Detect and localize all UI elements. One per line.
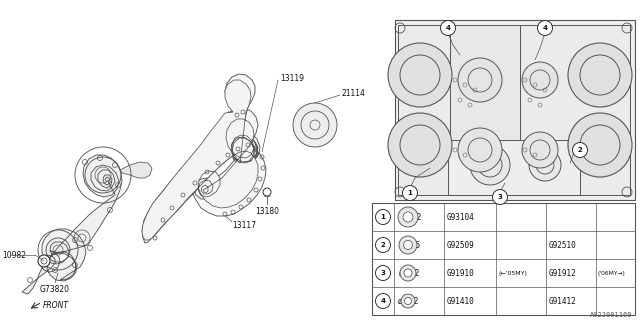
Text: G92509: G92509 (447, 241, 475, 250)
Polygon shape (398, 25, 450, 195)
Text: 13119: 13119 (280, 74, 304, 83)
Text: 13180: 13180 (255, 207, 279, 217)
Text: FRONT: FRONT (43, 300, 69, 309)
Circle shape (376, 210, 390, 225)
Circle shape (376, 266, 390, 281)
Text: ø25: ø25 (407, 241, 421, 250)
Circle shape (568, 113, 632, 177)
Circle shape (403, 241, 413, 250)
Circle shape (568, 43, 632, 107)
Circle shape (522, 62, 558, 98)
Circle shape (388, 43, 452, 107)
Text: 2: 2 (578, 147, 582, 153)
Circle shape (401, 294, 415, 308)
Circle shape (458, 128, 502, 172)
Text: ø14.2: ø14.2 (397, 297, 419, 306)
Text: ('06MY→): ('06MY→) (598, 270, 626, 276)
Circle shape (388, 113, 452, 177)
Polygon shape (520, 25, 630, 195)
Text: 21114: 21114 (341, 89, 365, 98)
Circle shape (404, 269, 412, 277)
Circle shape (538, 20, 552, 36)
Text: G91410: G91410 (447, 297, 475, 306)
Text: G91912: G91912 (549, 268, 577, 277)
Circle shape (403, 212, 413, 222)
Polygon shape (395, 20, 635, 200)
Text: 10982: 10982 (2, 251, 26, 260)
Circle shape (376, 293, 390, 308)
Text: G73820: G73820 (40, 285, 70, 294)
Text: ø31.2: ø31.2 (401, 212, 422, 221)
Polygon shape (450, 25, 520, 195)
Text: G93104: G93104 (447, 212, 475, 221)
Polygon shape (142, 74, 266, 243)
Text: 13117: 13117 (232, 220, 256, 229)
Circle shape (38, 255, 50, 267)
Circle shape (522, 132, 558, 168)
Text: 4: 4 (445, 25, 451, 31)
Circle shape (493, 189, 508, 204)
Circle shape (293, 103, 337, 147)
Circle shape (403, 186, 417, 201)
Bar (372, 203, 635, 315)
Text: ø19.2: ø19.2 (399, 268, 420, 277)
Text: 2: 2 (381, 242, 385, 248)
Circle shape (458, 58, 502, 102)
Circle shape (529, 149, 561, 181)
Text: 4: 4 (543, 25, 547, 31)
Polygon shape (142, 80, 258, 240)
Polygon shape (448, 140, 580, 195)
Text: 3: 3 (381, 270, 385, 276)
Circle shape (376, 237, 390, 252)
Polygon shape (22, 155, 122, 294)
Text: A022001169: A022001169 (589, 312, 632, 318)
Circle shape (404, 298, 412, 305)
Text: 1: 1 (408, 190, 412, 196)
Text: G92510: G92510 (549, 241, 577, 250)
Circle shape (400, 265, 416, 281)
Polygon shape (120, 162, 152, 178)
Circle shape (399, 236, 417, 254)
Circle shape (573, 142, 588, 157)
Text: G91910: G91910 (447, 268, 475, 277)
Text: G91412: G91412 (549, 297, 577, 306)
Circle shape (470, 145, 510, 185)
Text: 3: 3 (497, 194, 502, 200)
Text: 4: 4 (381, 298, 385, 304)
Circle shape (398, 207, 418, 227)
Circle shape (440, 20, 456, 36)
Text: (←'05MY): (←'05MY) (498, 270, 527, 276)
Text: 1: 1 (381, 214, 385, 220)
